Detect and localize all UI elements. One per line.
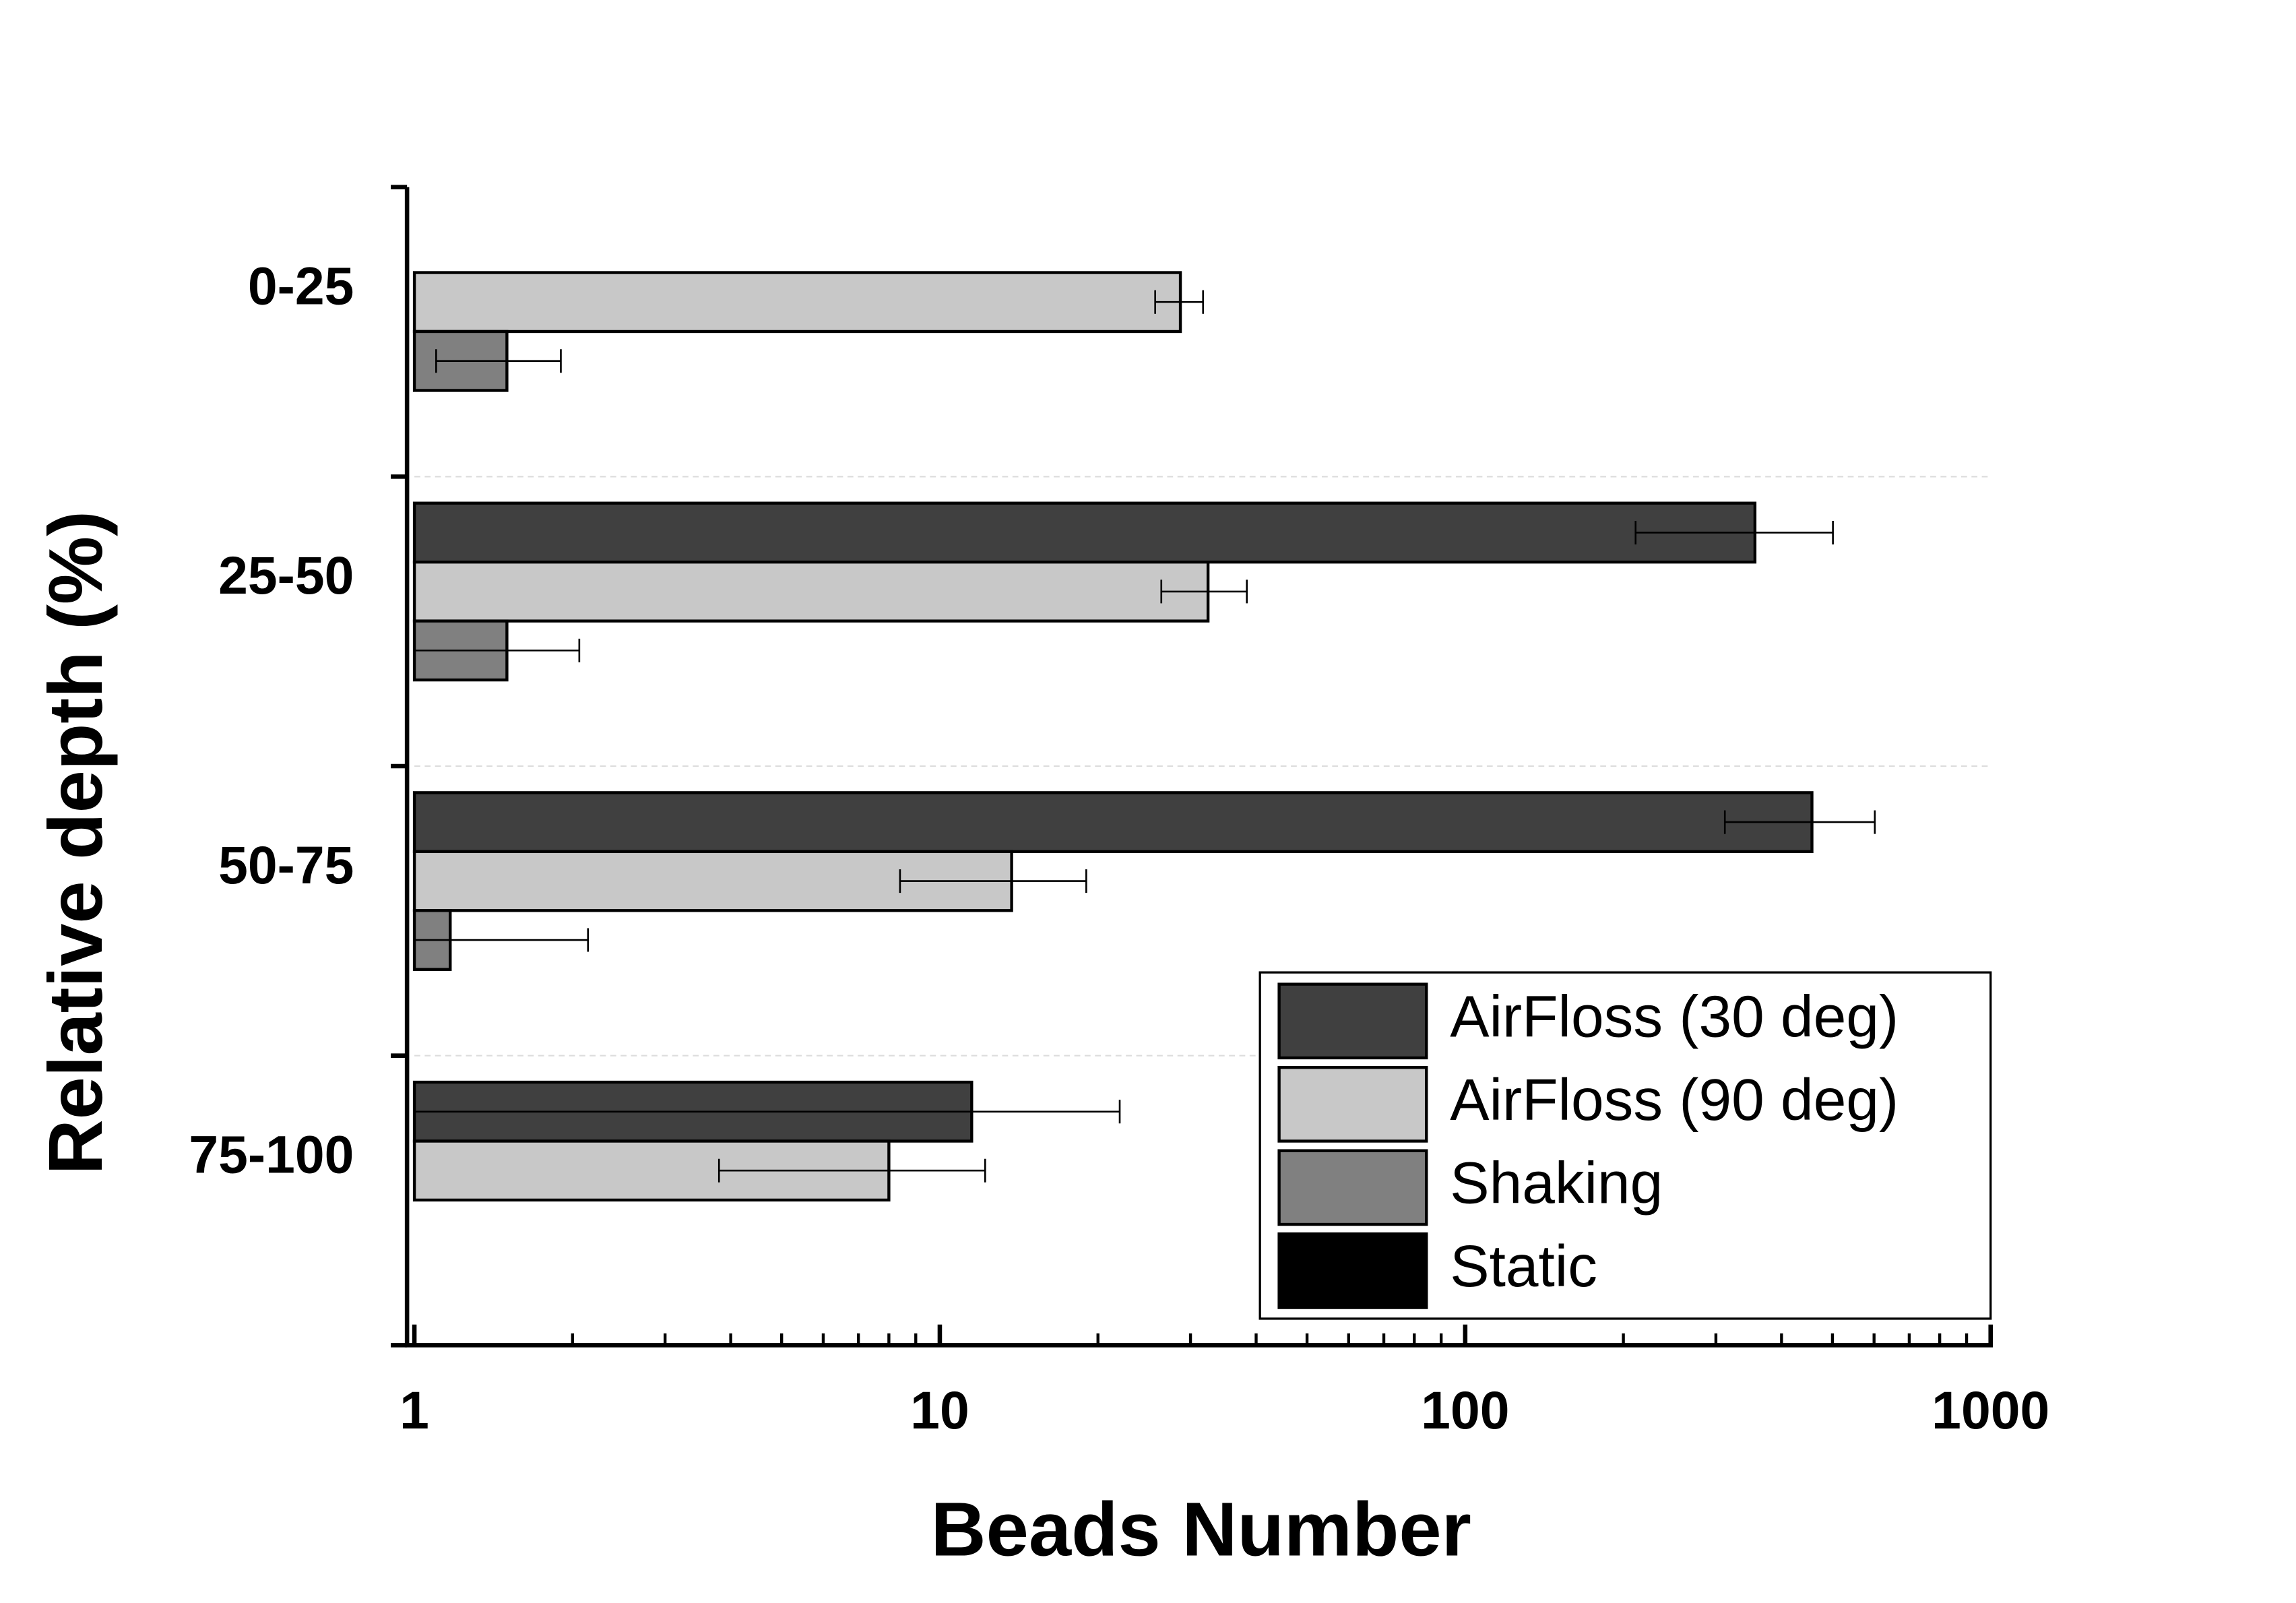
legend-label: AirFloss (30 deg) <box>1450 983 1899 1049</box>
legend-label: Shaking <box>1450 1150 1663 1216</box>
y-axis-title: Relative depth (%) <box>33 511 119 1174</box>
x-tick-label: 100 <box>1421 1381 1509 1440</box>
error-bar <box>435 349 562 373</box>
error-bar <box>1154 290 1205 314</box>
legend-label: Static <box>1450 1233 1597 1299</box>
bar <box>412 501 1757 564</box>
legend-swatch <box>1277 1232 1428 1309</box>
y-tick-label: 0-25 <box>248 257 354 316</box>
bar <box>412 560 1210 623</box>
bar <box>412 791 1814 854</box>
y-tick-label: 50-75 <box>218 836 354 895</box>
error-bar <box>413 1100 1121 1124</box>
legend-swatch <box>1277 1149 1428 1226</box>
x-tick-label: 1000 <box>1932 1381 2049 1440</box>
y-tick-label: 25-50 <box>218 546 354 605</box>
y-tick-label: 75-100 <box>189 1125 354 1185</box>
error-bar <box>413 638 581 662</box>
error-bar <box>1723 810 1876 834</box>
legend-label: AirFloss (90 deg) <box>1450 1067 1899 1133</box>
bar <box>412 271 1182 334</box>
error-bar <box>1160 579 1248 604</box>
error-bar <box>899 869 1087 893</box>
error-bar <box>413 928 589 952</box>
x-tick-label: 1 <box>400 1381 429 1440</box>
error-bar <box>1634 520 1834 544</box>
error-bar <box>718 1158 986 1183</box>
legend-swatch <box>1277 982 1428 1060</box>
x-tick-label: 10 <box>910 1381 969 1440</box>
legend-swatch <box>1277 1065 1428 1143</box>
x-axis-title: Beads Number <box>931 1486 1471 1572</box>
